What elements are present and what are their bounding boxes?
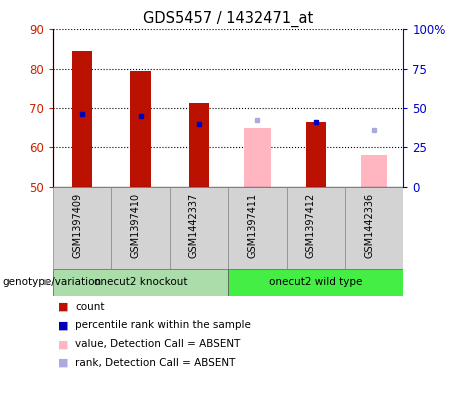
- Text: GSM1397411: GSM1397411: [248, 193, 257, 257]
- Text: ■: ■: [58, 339, 68, 349]
- Text: rank, Detection Call = ABSENT: rank, Detection Call = ABSENT: [75, 358, 236, 368]
- Bar: [189, 103, 209, 187]
- Text: onecut2 wild type: onecut2 wild type: [269, 277, 362, 287]
- Bar: [228, 187, 287, 269]
- Bar: [345, 187, 403, 269]
- Bar: [306, 122, 326, 187]
- Text: genotype/variation: genotype/variation: [2, 277, 101, 287]
- Text: GSM1397410: GSM1397410: [130, 193, 141, 257]
- Bar: [53, 187, 112, 269]
- Text: count: count: [75, 301, 105, 312]
- Text: onecut2 knockout: onecut2 knockout: [94, 277, 187, 287]
- Text: value, Detection Call = ABSENT: value, Detection Call = ABSENT: [75, 339, 241, 349]
- Title: GDS5457 / 1432471_at: GDS5457 / 1432471_at: [143, 11, 313, 27]
- Bar: [72, 51, 92, 187]
- Text: GSM1397409: GSM1397409: [72, 193, 82, 257]
- Bar: [361, 155, 387, 187]
- Bar: [228, 269, 403, 296]
- Bar: [112, 187, 170, 269]
- Text: GSM1442337: GSM1442337: [189, 193, 199, 258]
- Text: ■: ■: [58, 320, 68, 331]
- Bar: [170, 187, 228, 269]
- Text: percentile rank within the sample: percentile rank within the sample: [75, 320, 251, 331]
- Bar: [244, 128, 271, 187]
- Text: ■: ■: [58, 358, 68, 368]
- Bar: [130, 71, 151, 187]
- Text: ■: ■: [58, 301, 68, 312]
- Text: GSM1397412: GSM1397412: [306, 193, 316, 258]
- Bar: [53, 269, 228, 296]
- Text: GSM1442336: GSM1442336: [364, 193, 374, 257]
- Bar: [287, 187, 345, 269]
